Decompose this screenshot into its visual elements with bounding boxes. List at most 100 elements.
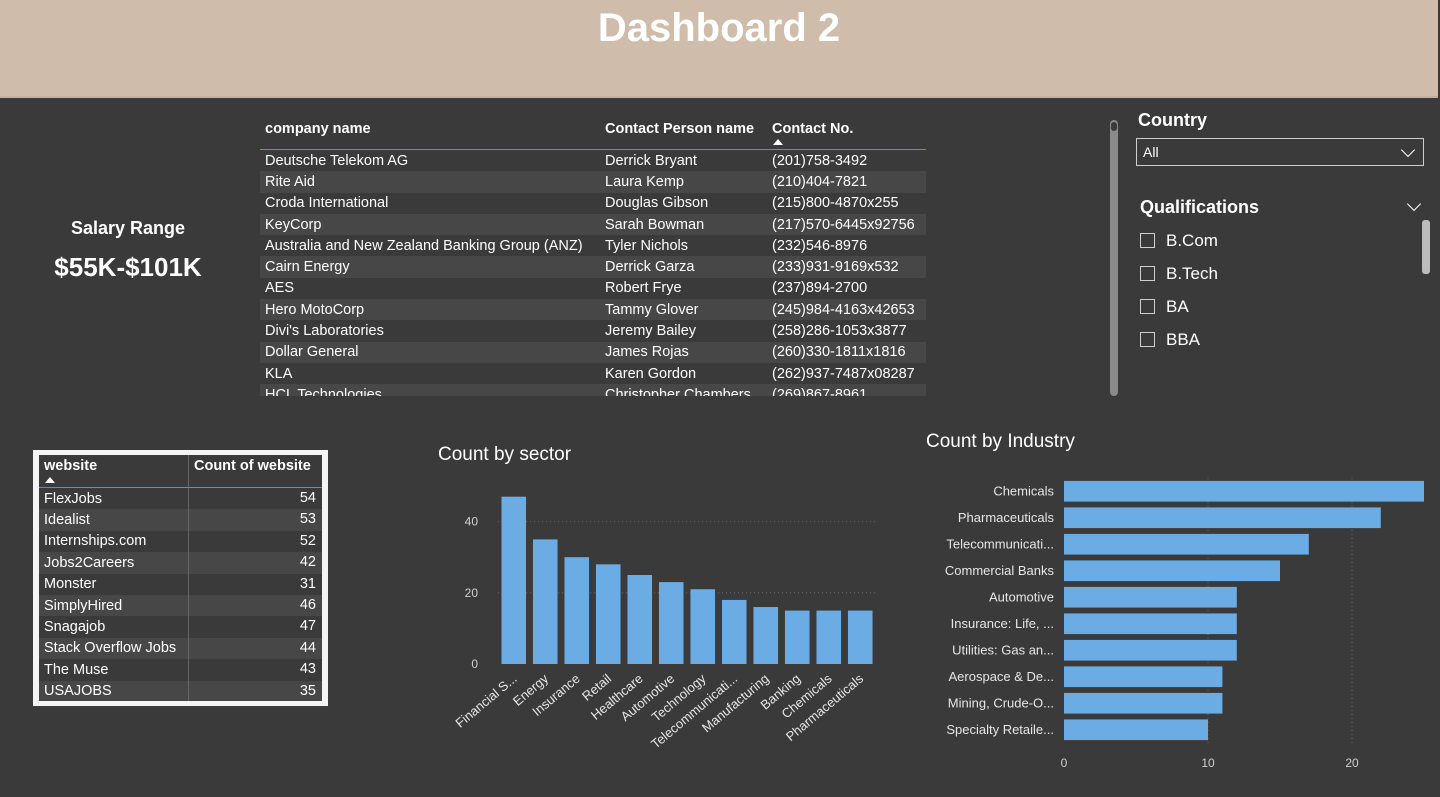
column-header-count-of-website[interactable]: Count of website	[188, 455, 322, 487]
contact-person-cell: Robert Frye	[605, 280, 682, 297]
company-name-cell: Hero MotoCorp	[265, 301, 365, 318]
table-row[interactable]: Croda International Douglas Gibson (215)80…	[260, 193, 926, 214]
table-row[interactable]: FlexJobs 54	[39, 488, 322, 510]
qualification-option[interactable]: BBA	[1140, 323, 1218, 356]
company-name-cell: Divi's Laboratories	[265, 323, 384, 340]
checkbox[interactable]	[1140, 266, 1155, 281]
website-cell: Internships.com	[44, 533, 147, 550]
company-name-cell: Dollar General	[265, 344, 359, 361]
salary-range-value: $55K-$101K	[54, 252, 202, 282]
table-row[interactable]: Jobs2Careers 42	[39, 552, 322, 574]
count-cell: 31	[188, 573, 322, 595]
scrollbar-thumb[interactable]	[1111, 122, 1117, 131]
qualifications-slicer-title: Qualifications	[1140, 197, 1260, 217]
qualification-label: B.Com	[1166, 230, 1218, 250]
website-cell: Idealist	[44, 512, 90, 529]
contact-no-cell: (262)937-7487x08287	[772, 365, 915, 382]
qualification-option[interactable]: B.Com	[1140, 224, 1218, 257]
column-header-website[interactable]: website	[39, 455, 188, 487]
contact-person-cell: Christopher Chambers	[605, 386, 751, 396]
x-tick-label: 10	[1201, 756, 1215, 770]
y-tick-label: 20	[465, 586, 479, 600]
country-dropdown[interactable]: All	[1136, 138, 1424, 166]
qualification-option[interactable]: B.Tech	[1140, 257, 1218, 290]
bar	[532, 539, 558, 664]
table-row[interactable]: Snagajob 47	[39, 616, 322, 638]
table-row[interactable]: KeyCorp Sarah Bowman (217)570-6445x92756	[260, 213, 926, 236]
qualifications-scrollbar[interactable]	[1422, 220, 1430, 274]
company-name-cell: AES	[265, 280, 295, 297]
collapse-chevron-icon[interactable]	[1406, 196, 1422, 212]
contact-no-cell: (260)330-1811x1816	[772, 344, 906, 361]
table-row[interactable]: KLA Karen Gordon (262)937-7487x08287	[260, 363, 926, 384]
country-selected-value: All	[1143, 144, 1159, 160]
bar	[721, 599, 747, 664]
table-row[interactable]: Australia and New Zealand Banking Group …	[260, 235, 926, 256]
table-row[interactable]: Dollar General James Rojas (260)330-1811x1…	[260, 341, 926, 363]
contact-no-cell: (237)894-2700	[772, 280, 868, 297]
checkbox[interactable]	[1140, 233, 1155, 248]
industry-chart-title: Count by Industry	[926, 431, 1075, 452]
table-row[interactable]: Internships.com 52	[39, 530, 322, 553]
table-row[interactable]: SimplyHired 46	[39, 594, 322, 617]
table-scrollbar[interactable]	[1110, 120, 1118, 396]
website-table: website Count of website FlexJobs 54 Ideal…	[39, 455, 322, 701]
contact-person-cell: Karen Gordon	[605, 365, 697, 382]
website-cell: Stack Overflow Jobs	[44, 640, 177, 657]
table-row[interactable]: Rite Aid Laura Kemp (210)404-7821	[260, 171, 926, 193]
table-row[interactable]: Monster 31	[39, 573, 322, 595]
table-row[interactable]: USAJOBS 35	[39, 680, 322, 701]
table-row[interactable]: Divi's Laboratories Jeremy Bailey (258)286…	[260, 320, 926, 341]
website-cell: Monster	[44, 576, 97, 593]
table-row[interactable]: Stack Overflow Jobs 44	[39, 637, 322, 660]
x-tick-label: 0	[1061, 756, 1068, 770]
table-row[interactable]: Deutsche Telekom AG Derrick Bryant (201)75…	[260, 150, 926, 171]
sector-chart-title: Count by sector	[438, 444, 572, 465]
column-header-contact-no[interactable]: Contact No.	[767, 116, 926, 149]
column-header-website-label: website	[44, 458, 98, 474]
y-tick-label: Pharmaceuticals	[958, 510, 1055, 525]
bar	[501, 496, 527, 664]
qualification-option[interactable]: BA	[1140, 290, 1218, 323]
bar	[753, 607, 779, 664]
checkbox[interactable]	[1140, 332, 1155, 347]
website-table-card: website Count of website FlexJobs 54 Ideal…	[33, 450, 328, 706]
table-row[interactable]: Cairn Energy Derrick Garza (233)931-9169x5…	[260, 256, 926, 278]
contact-person-cell: Douglas Gibson	[605, 195, 709, 212]
dashboard-header: Dashboard 2	[0, 0, 1438, 98]
count-cell: 47	[188, 616, 322, 638]
qualification-label: B.Tech	[1166, 263, 1218, 283]
table-row[interactable]: AES Robert Frye (237)894-2700	[260, 278, 926, 299]
checkbox[interactable]	[1140, 299, 1155, 314]
column-header-contact-person[interactable]: Contact Person name	[605, 121, 755, 137]
bar	[690, 589, 716, 664]
website-cell: SimplyHired	[44, 597, 123, 614]
contact-person-cell: Laura Kemp	[605, 173, 684, 190]
company-name-cell: Australia and New Zealand Banking Group …	[265, 237, 583, 254]
table-row[interactable]: The Muse 43	[39, 659, 322, 681]
contact-person-cell: Jeremy Bailey	[605, 323, 697, 340]
contact-person-cell: Tyler Nichols	[605, 237, 688, 254]
contact-no-cell: (233)931-9169x532	[772, 259, 899, 276]
website-table-body: FlexJobs 54 Idealist 53 Internships.com 52 Job…	[39, 488, 322, 701]
y-tick-label: Specialty Retaile...	[946, 722, 1054, 737]
website-cell: Snagajob	[44, 619, 106, 636]
contact-person-cell: Derrick Bryant	[605, 152, 697, 169]
company-name-cell: Rite Aid	[265, 173, 315, 190]
column-header-company-name[interactable]: company name	[265, 121, 371, 137]
count-cell: 46	[188, 594, 322, 617]
bar	[816, 610, 842, 664]
qualification-label: BA	[1166, 296, 1189, 316]
contact-no-cell: (201)758-3492	[772, 152, 868, 169]
bar	[1064, 480, 1424, 502]
chevron-down-icon	[1400, 142, 1416, 158]
table-row[interactable]: Idealist 53	[39, 509, 322, 531]
y-tick-label: Aerospace & De...	[949, 669, 1055, 684]
company-name-cell: HCL Technologies	[265, 386, 382, 396]
table-row[interactable]: Hero MotoCorp Tammy Glover (245)984-4163x4…	[260, 299, 926, 321]
table-row[interactable]: HCL Technologies Christopher Chambers (269…	[260, 384, 926, 396]
qualifications-list: B.Com B.Tech BA BBA	[1140, 224, 1218, 356]
column-header-contact-no-label: Contact No.	[772, 121, 854, 137]
contact-no-cell: (217)570-6445x92756	[772, 216, 915, 233]
